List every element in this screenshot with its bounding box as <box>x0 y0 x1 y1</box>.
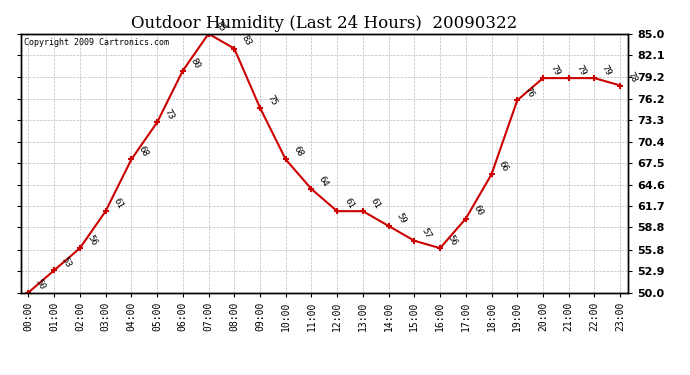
Text: 68: 68 <box>137 145 150 159</box>
Text: 61: 61 <box>343 196 356 210</box>
Text: 53: 53 <box>60 256 73 270</box>
Text: 76: 76 <box>523 86 536 99</box>
Text: 73: 73 <box>163 108 176 122</box>
Text: 50: 50 <box>34 278 47 292</box>
Text: 56: 56 <box>446 234 459 248</box>
Text: 61: 61 <box>111 196 124 210</box>
Text: 80: 80 <box>188 56 201 70</box>
Text: 79: 79 <box>549 63 562 77</box>
Text: Copyright 2009 Cartronics.com: Copyright 2009 Cartronics.com <box>23 38 169 46</box>
Title: Outdoor Humidity (Last 24 Hours)  20090322: Outdoor Humidity (Last 24 Hours) 2009032… <box>131 15 518 32</box>
Text: 85: 85 <box>214 19 227 33</box>
Text: 64: 64 <box>317 174 330 188</box>
Text: 79: 79 <box>574 63 587 77</box>
Text: 60: 60 <box>471 204 484 218</box>
Text: 75: 75 <box>266 93 279 107</box>
Text: 66: 66 <box>497 160 511 173</box>
Text: 68: 68 <box>291 145 304 159</box>
Text: 61: 61 <box>368 196 382 210</box>
Text: 83: 83 <box>240 34 253 48</box>
Text: 78: 78 <box>626 71 639 85</box>
Text: 56: 56 <box>86 234 99 248</box>
Text: 59: 59 <box>394 211 407 225</box>
Text: 57: 57 <box>420 226 433 240</box>
Text: 79: 79 <box>600 63 613 77</box>
